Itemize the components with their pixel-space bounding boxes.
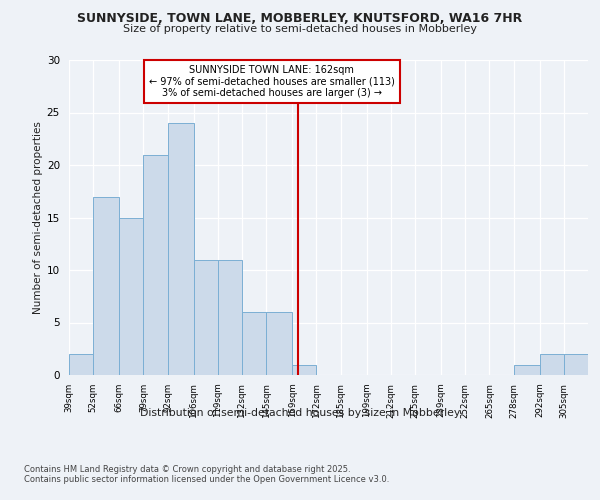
- Text: Contains HM Land Registry data © Crown copyright and database right 2025.: Contains HM Land Registry data © Crown c…: [24, 465, 350, 474]
- Y-axis label: Number of semi-detached properties: Number of semi-detached properties: [32, 121, 43, 314]
- Bar: [218, 260, 242, 375]
- Bar: [119, 218, 143, 375]
- Bar: [167, 123, 194, 375]
- Text: SUNNYSIDE, TOWN LANE, MOBBERLEY, KNUTSFORD, WA16 7HR: SUNNYSIDE, TOWN LANE, MOBBERLEY, KNUTSFO…: [77, 12, 523, 26]
- Bar: [266, 312, 292, 375]
- Text: Distribution of semi-detached houses by size in Mobberley: Distribution of semi-detached houses by …: [140, 408, 460, 418]
- Bar: [292, 364, 316, 375]
- Text: Size of property relative to semi-detached houses in Mobberley: Size of property relative to semi-detach…: [123, 24, 477, 34]
- Bar: [69, 354, 93, 375]
- Bar: [93, 196, 119, 375]
- Bar: [143, 154, 167, 375]
- Bar: [564, 354, 588, 375]
- Bar: [539, 354, 564, 375]
- Text: SUNNYSIDE TOWN LANE: 162sqm
← 97% of semi-detached houses are smaller (113)
3% o: SUNNYSIDE TOWN LANE: 162sqm ← 97% of sem…: [149, 65, 395, 98]
- Bar: [194, 260, 218, 375]
- Text: Contains public sector information licensed under the Open Government Licence v3: Contains public sector information licen…: [24, 475, 389, 484]
- Bar: [242, 312, 266, 375]
- Bar: [514, 364, 539, 375]
